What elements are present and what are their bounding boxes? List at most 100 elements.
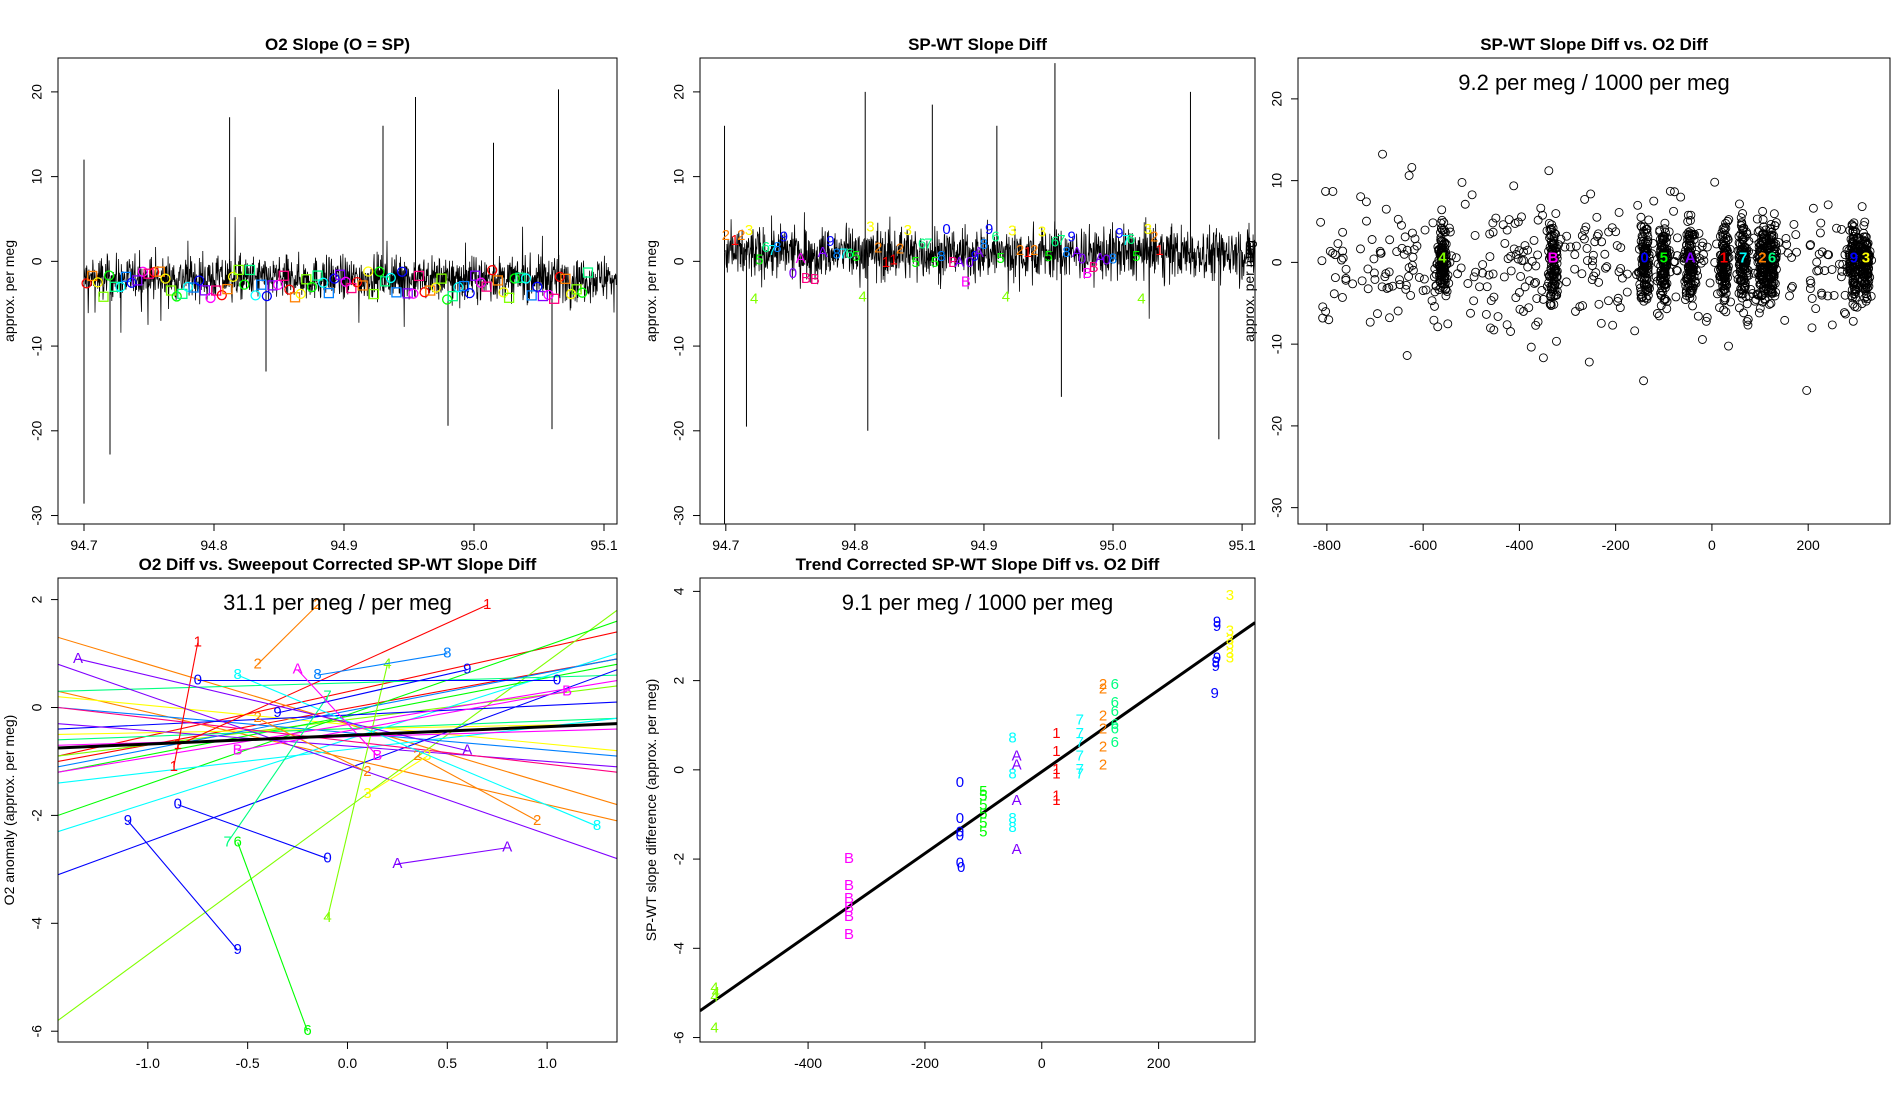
segment-label: B [562,682,572,699]
y-tick-label: -20 [671,420,687,440]
scatter-point [1388,281,1398,291]
scatter-point [1434,285,1444,295]
series-marker [87,270,98,282]
data-point-label: 8 [1008,810,1016,827]
scatter-point [1769,209,1779,219]
scatter-point [1547,225,1556,234]
scatter-point [1661,237,1671,247]
series-label: 8 [1109,251,1117,268]
series-marker [126,277,137,288]
y-tick-label: 10 [1269,173,1285,189]
segment-label: 7 [323,688,331,705]
plot-frame [57,57,618,525]
series-marker [244,264,256,276]
scatter-point [1765,236,1774,246]
scatter-point [1575,302,1585,312]
scatter-point [1395,275,1405,285]
series-label: 9 [1068,229,1076,246]
series-marker [458,280,470,292]
series-label: 8 [980,236,988,253]
series-label: 8 [833,246,841,263]
scatter-point [1808,203,1818,213]
scatter-point [1859,284,1868,293]
series-line [58,706,617,773]
x-tick-label: -200 [1602,537,1630,553]
scatter-point [1659,295,1669,305]
scatter-point [1577,231,1587,241]
scatter-point [1697,241,1707,251]
scatter-point [1758,297,1768,307]
scatter-point [1697,335,1707,344]
scatter-point [1321,186,1330,196]
scatter-point [1369,254,1379,264]
chart-panel-3: 4 B 0 5 A 1 7 2 6 9 3SP-WT Slope Diff vs. O2 Diff-… [1241,35,1891,553]
plot-frame [699,577,1256,1043]
series-marker [289,292,301,303]
scatter-point [1715,231,1725,241]
scatter-point [1533,250,1543,260]
series-marker [537,290,549,302]
series-marker [284,284,295,295]
series-line [58,706,617,757]
data-point-label: A [1012,747,1022,764]
x-tick-label: 94.8 [200,537,227,553]
segment-line [127,820,239,951]
scatter-point [1806,240,1816,250]
scatter-point [1437,223,1446,233]
scatter-point [1531,261,1541,271]
scatter-point [1739,252,1749,262]
scatter-point [1381,204,1391,214]
scatter-point [1742,299,1752,309]
scatter-point [1515,304,1525,314]
scatter-point [1735,254,1744,264]
series-label: 7 [1122,232,1130,249]
series-label: 3 [866,218,874,235]
scatter-point [1661,280,1671,290]
scatter-point [1669,206,1679,216]
series-marker [267,280,278,291]
scatter-point [1440,264,1449,274]
series-marker [256,279,267,290]
scatter-point [1384,283,1394,292]
series-line [58,631,617,757]
scatter-point [1622,287,1632,297]
scatter-point [1721,307,1731,317]
scatter-point [1641,256,1651,266]
segment-label: 8 [234,666,242,683]
scatter-point [1754,308,1764,318]
scatter-point [1740,232,1750,242]
x-tick-label: 95.0 [1099,537,1126,553]
scatter-point [1600,249,1610,259]
scatter-point [1639,245,1648,255]
scatter-point [1570,250,1580,260]
scatter-point [1544,166,1554,176]
x-tick-label: 95.0 [460,537,487,553]
segment-label: 1 [170,758,178,775]
series-marker [380,276,391,287]
fit-slope-annotation: 9.2 per meg / 1000 per meg [1458,70,1730,95]
y-tick-label: -20 [1269,416,1285,436]
scatter-point [1533,215,1543,225]
data-point-label: 3 [1226,587,1234,604]
series-trace [81,89,617,504]
series-marker [532,281,543,292]
y-axis-label: approx. per meg [1,240,17,342]
scatter-point [1685,288,1695,298]
data-point-label: B [844,908,854,925]
series-label: 5 [1132,248,1140,265]
series-label: B [801,270,811,287]
y-axis-label: O2 anomaly (approx. per meg) [1,715,17,906]
data-point-label: 3 [1226,645,1234,662]
scatter-point [1839,308,1849,317]
series-label: 5 [997,250,1005,267]
scatter-point [1325,246,1335,256]
scatter-point [1384,267,1394,277]
series-line [58,701,617,730]
scatter-point [1783,248,1793,258]
scatter-point [1584,357,1594,367]
data-point-label: 1 [1052,725,1060,742]
series-marker [278,270,289,281]
x-tick-label: -800 [1313,537,1341,553]
scatter-point [1338,253,1348,263]
